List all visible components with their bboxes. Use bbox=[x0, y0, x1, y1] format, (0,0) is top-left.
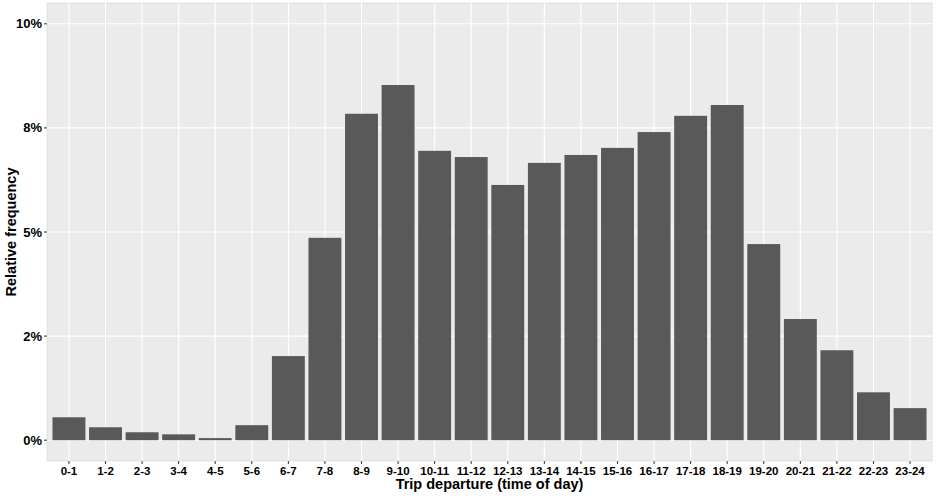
bar bbox=[601, 148, 634, 440]
x-tick bbox=[727, 461, 728, 464]
y-tick bbox=[44, 232, 47, 233]
y-tick-label: 10% bbox=[16, 16, 42, 31]
background bbox=[0, 0, 936, 496]
y-tick-label: 2% bbox=[23, 329, 42, 344]
x-tick bbox=[836, 461, 837, 464]
x-tick-label: 18-19 bbox=[712, 465, 741, 477]
y-tick-label: 8% bbox=[23, 120, 42, 135]
x-tick bbox=[68, 461, 69, 464]
x-tick bbox=[471, 461, 472, 464]
bar bbox=[455, 157, 488, 440]
panel bbox=[47, 3, 932, 461]
x-tick-label: 1-2 bbox=[97, 465, 114, 477]
x-tick bbox=[215, 461, 216, 464]
x-tick bbox=[690, 461, 691, 464]
x-tick-label: 7-8 bbox=[317, 465, 334, 477]
x-tick-label: 4-5 bbox=[207, 465, 224, 477]
x-tick bbox=[251, 461, 252, 464]
x-tick-label: 21-22 bbox=[822, 465, 851, 477]
y-tick bbox=[44, 336, 47, 337]
bar bbox=[894, 408, 927, 440]
x-tick bbox=[544, 461, 545, 464]
x-tick bbox=[142, 461, 143, 464]
grid-line-x bbox=[251, 3, 252, 461]
x-axis-title: Trip departure (time of day) bbox=[396, 476, 584, 492]
bar bbox=[491, 185, 524, 440]
bar bbox=[272, 356, 305, 440]
bar bbox=[308, 238, 341, 440]
bar bbox=[711, 105, 744, 440]
y-tick-label: 0% bbox=[23, 433, 42, 448]
bar bbox=[820, 350, 853, 440]
x-tick bbox=[434, 461, 435, 464]
x-tick-label: 23-24 bbox=[895, 465, 925, 477]
x-tick bbox=[105, 461, 106, 464]
x-tick-label: 16-17 bbox=[639, 465, 668, 477]
x-tick-label: 19-20 bbox=[749, 465, 778, 477]
x-tick-label: 0-1 bbox=[61, 465, 78, 477]
x-tick bbox=[763, 461, 764, 464]
bar bbox=[235, 425, 268, 440]
x-tick-label: 5-6 bbox=[243, 465, 260, 477]
y-tick bbox=[44, 440, 47, 441]
x-tick-label: 6-7 bbox=[280, 465, 297, 477]
bar bbox=[89, 427, 122, 440]
grid-line-x bbox=[215, 3, 216, 461]
x-tick bbox=[178, 461, 179, 464]
grid-line-x bbox=[68, 3, 69, 461]
x-tick-label: 3-4 bbox=[170, 465, 187, 477]
bar bbox=[418, 151, 451, 440]
bar bbox=[162, 434, 195, 440]
x-tick bbox=[324, 461, 325, 464]
x-tick bbox=[288, 461, 289, 464]
x-tick-label: 8-9 bbox=[353, 465, 370, 477]
x-tick-label: 2-3 bbox=[134, 465, 151, 477]
y-tick-label: 5% bbox=[23, 225, 42, 240]
grid-line-x bbox=[105, 3, 106, 461]
x-tick bbox=[580, 461, 581, 464]
y-tick bbox=[44, 23, 47, 24]
bar bbox=[784, 319, 817, 440]
bar bbox=[857, 392, 890, 440]
x-tick bbox=[398, 461, 399, 464]
x-tick bbox=[361, 461, 362, 464]
grid-line-x bbox=[178, 3, 179, 461]
grid-line-x bbox=[910, 3, 911, 461]
bar bbox=[564, 155, 597, 440]
grid-line bbox=[47, 231, 932, 232]
x-tick-label: 20-21 bbox=[786, 465, 816, 477]
bar bbox=[345, 114, 378, 440]
x-tick-label: 15-16 bbox=[603, 465, 632, 477]
y-tick bbox=[44, 127, 47, 128]
grid-line bbox=[47, 127, 932, 128]
bar bbox=[52, 417, 85, 440]
bar bbox=[199, 438, 232, 440]
x-tick bbox=[654, 461, 655, 464]
bars bbox=[52, 85, 926, 440]
bar bbox=[126, 432, 159, 440]
x-tick bbox=[873, 461, 874, 464]
x-tick bbox=[507, 461, 508, 464]
x-tick-label: 17-18 bbox=[676, 465, 706, 477]
x-tick bbox=[910, 461, 911, 464]
y-axis-title: Relative frequency bbox=[3, 168, 19, 297]
grid-line bbox=[47, 23, 932, 24]
x-tick bbox=[800, 461, 801, 464]
grid-line-x bbox=[142, 3, 143, 461]
bar bbox=[528, 163, 561, 440]
bar bbox=[638, 132, 671, 440]
bar bbox=[674, 116, 707, 440]
bar bbox=[747, 244, 780, 440]
x-tick-label: 22-23 bbox=[859, 465, 888, 477]
bar bbox=[382, 85, 415, 440]
chart: 0%2%5%8%10%0-11-22-33-44-55-66-77-88-99-… bbox=[0, 0, 936, 496]
x-tick bbox=[617, 461, 618, 464]
